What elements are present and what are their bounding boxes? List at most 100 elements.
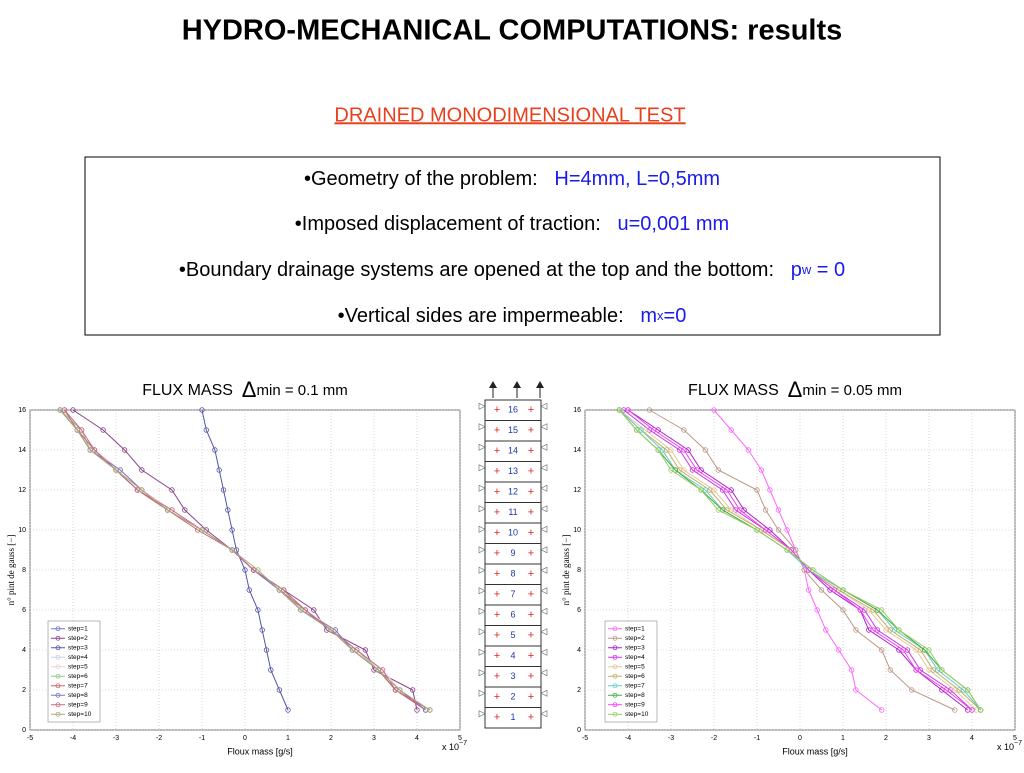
mesh-label: 12 xyxy=(508,487,518,497)
data-point xyxy=(276,687,283,693)
data-point xyxy=(810,567,816,573)
gauss-point: + xyxy=(528,425,534,437)
legend-marker xyxy=(612,654,618,660)
support xyxy=(540,710,548,718)
support xyxy=(540,402,548,410)
gauss-point: + xyxy=(528,712,534,724)
data-point xyxy=(212,447,218,453)
spacer xyxy=(233,382,242,399)
gauss-point: + xyxy=(494,445,500,457)
spacer xyxy=(624,305,641,327)
mesh-label: 16 xyxy=(508,405,518,415)
data-point xyxy=(694,467,700,473)
x-tick-label: 1 xyxy=(286,735,290,742)
data-point xyxy=(831,587,838,593)
x-multiplier: x 10−7 xyxy=(442,740,467,753)
data-point xyxy=(263,647,270,653)
gauss-point: + xyxy=(528,691,534,703)
data-point xyxy=(57,407,63,413)
mesh-label: 1 xyxy=(510,712,515,722)
support xyxy=(478,607,486,615)
data-point xyxy=(698,487,704,493)
data-point xyxy=(668,467,674,473)
legend-label: step=5 xyxy=(625,663,645,670)
gauss-point: + xyxy=(528,486,534,498)
support xyxy=(478,628,486,636)
y-tick-label: 4 xyxy=(577,647,581,654)
data-point xyxy=(298,607,304,613)
data-point xyxy=(784,547,790,553)
data-point xyxy=(870,627,876,633)
support xyxy=(540,669,548,677)
slide-title: HYDRO-MECHANICAL COMPUTATIONS: results xyxy=(182,15,843,47)
x-multiplier-base: x 10 xyxy=(442,742,459,752)
gauss-point: + xyxy=(494,548,500,560)
data-point xyxy=(375,667,381,673)
gauss-point: + xyxy=(494,466,500,478)
slide-subtitle: DRAINED MONODIMENSIONAL TEST xyxy=(334,104,685,126)
x-multiplier: x 10−7 xyxy=(997,740,1022,753)
support xyxy=(478,689,486,697)
support xyxy=(478,525,486,533)
support xyxy=(540,628,548,636)
legend-marker xyxy=(55,673,61,679)
gauss-point: + xyxy=(494,650,500,662)
data-point xyxy=(853,687,859,693)
legend-label: step=9 xyxy=(625,701,645,708)
x-tick-label: 4 xyxy=(415,735,419,742)
x-tick-label: -1 xyxy=(199,735,205,742)
support xyxy=(478,443,486,451)
bullet-value: p xyxy=(791,259,802,281)
legend-label: step=10 xyxy=(68,711,92,718)
data-point xyxy=(896,627,902,633)
y-tick-label: 16 xyxy=(573,407,581,414)
bullet: •Geometry of the problem: H=4mm, L=0,5mm xyxy=(304,168,720,190)
legend-marker xyxy=(55,635,61,641)
data-point xyxy=(276,587,283,593)
legend-marker xyxy=(612,664,618,670)
bullet: •Vertical sides are impermeable: mx=0 xyxy=(338,305,687,327)
bullet-value: =0 xyxy=(664,305,687,327)
legend-marker xyxy=(612,645,618,651)
legend-marker xyxy=(55,626,61,632)
x-tick-label: -3 xyxy=(668,735,674,742)
series-line xyxy=(201,409,289,711)
data-point xyxy=(762,507,769,513)
data-point xyxy=(758,467,764,473)
support xyxy=(478,648,486,656)
y-axis-label: n° pint de gauss [−] xyxy=(6,535,16,606)
support xyxy=(540,566,548,574)
data-point xyxy=(259,627,265,633)
bullet-value: m xyxy=(640,305,657,327)
data-point xyxy=(328,627,334,633)
data-point xyxy=(840,607,846,613)
legend-marker xyxy=(55,702,61,708)
gauss-point: + xyxy=(528,589,534,601)
y-tick-label: 2 xyxy=(577,687,581,694)
data-point xyxy=(681,447,687,453)
support xyxy=(478,423,486,431)
data-point xyxy=(139,467,145,473)
legend-marker xyxy=(612,626,618,632)
support xyxy=(478,484,486,492)
x-tick-label: -4 xyxy=(625,735,631,742)
data-point xyxy=(900,647,906,653)
legend-label: step=4 xyxy=(625,654,645,661)
gauss-point: + xyxy=(528,466,534,478)
legend-marker xyxy=(612,683,618,689)
legend-label: step=3 xyxy=(625,644,645,651)
x-tick-label: 3 xyxy=(372,735,376,742)
data-point xyxy=(625,407,631,413)
x-tick-label: -1 xyxy=(754,735,760,742)
bullet-text: •Geometry of the problem: xyxy=(304,168,538,190)
data-point xyxy=(965,687,971,693)
legend-label: step=8 xyxy=(625,692,645,699)
data-point xyxy=(805,587,812,593)
y-tick-label: 10 xyxy=(18,527,26,534)
chart-title-rest: min = 0.1 mm xyxy=(257,382,348,399)
data-point xyxy=(427,707,433,713)
x-tick-label: -5 xyxy=(582,735,588,742)
data-point xyxy=(220,487,227,493)
data-point xyxy=(255,567,261,573)
